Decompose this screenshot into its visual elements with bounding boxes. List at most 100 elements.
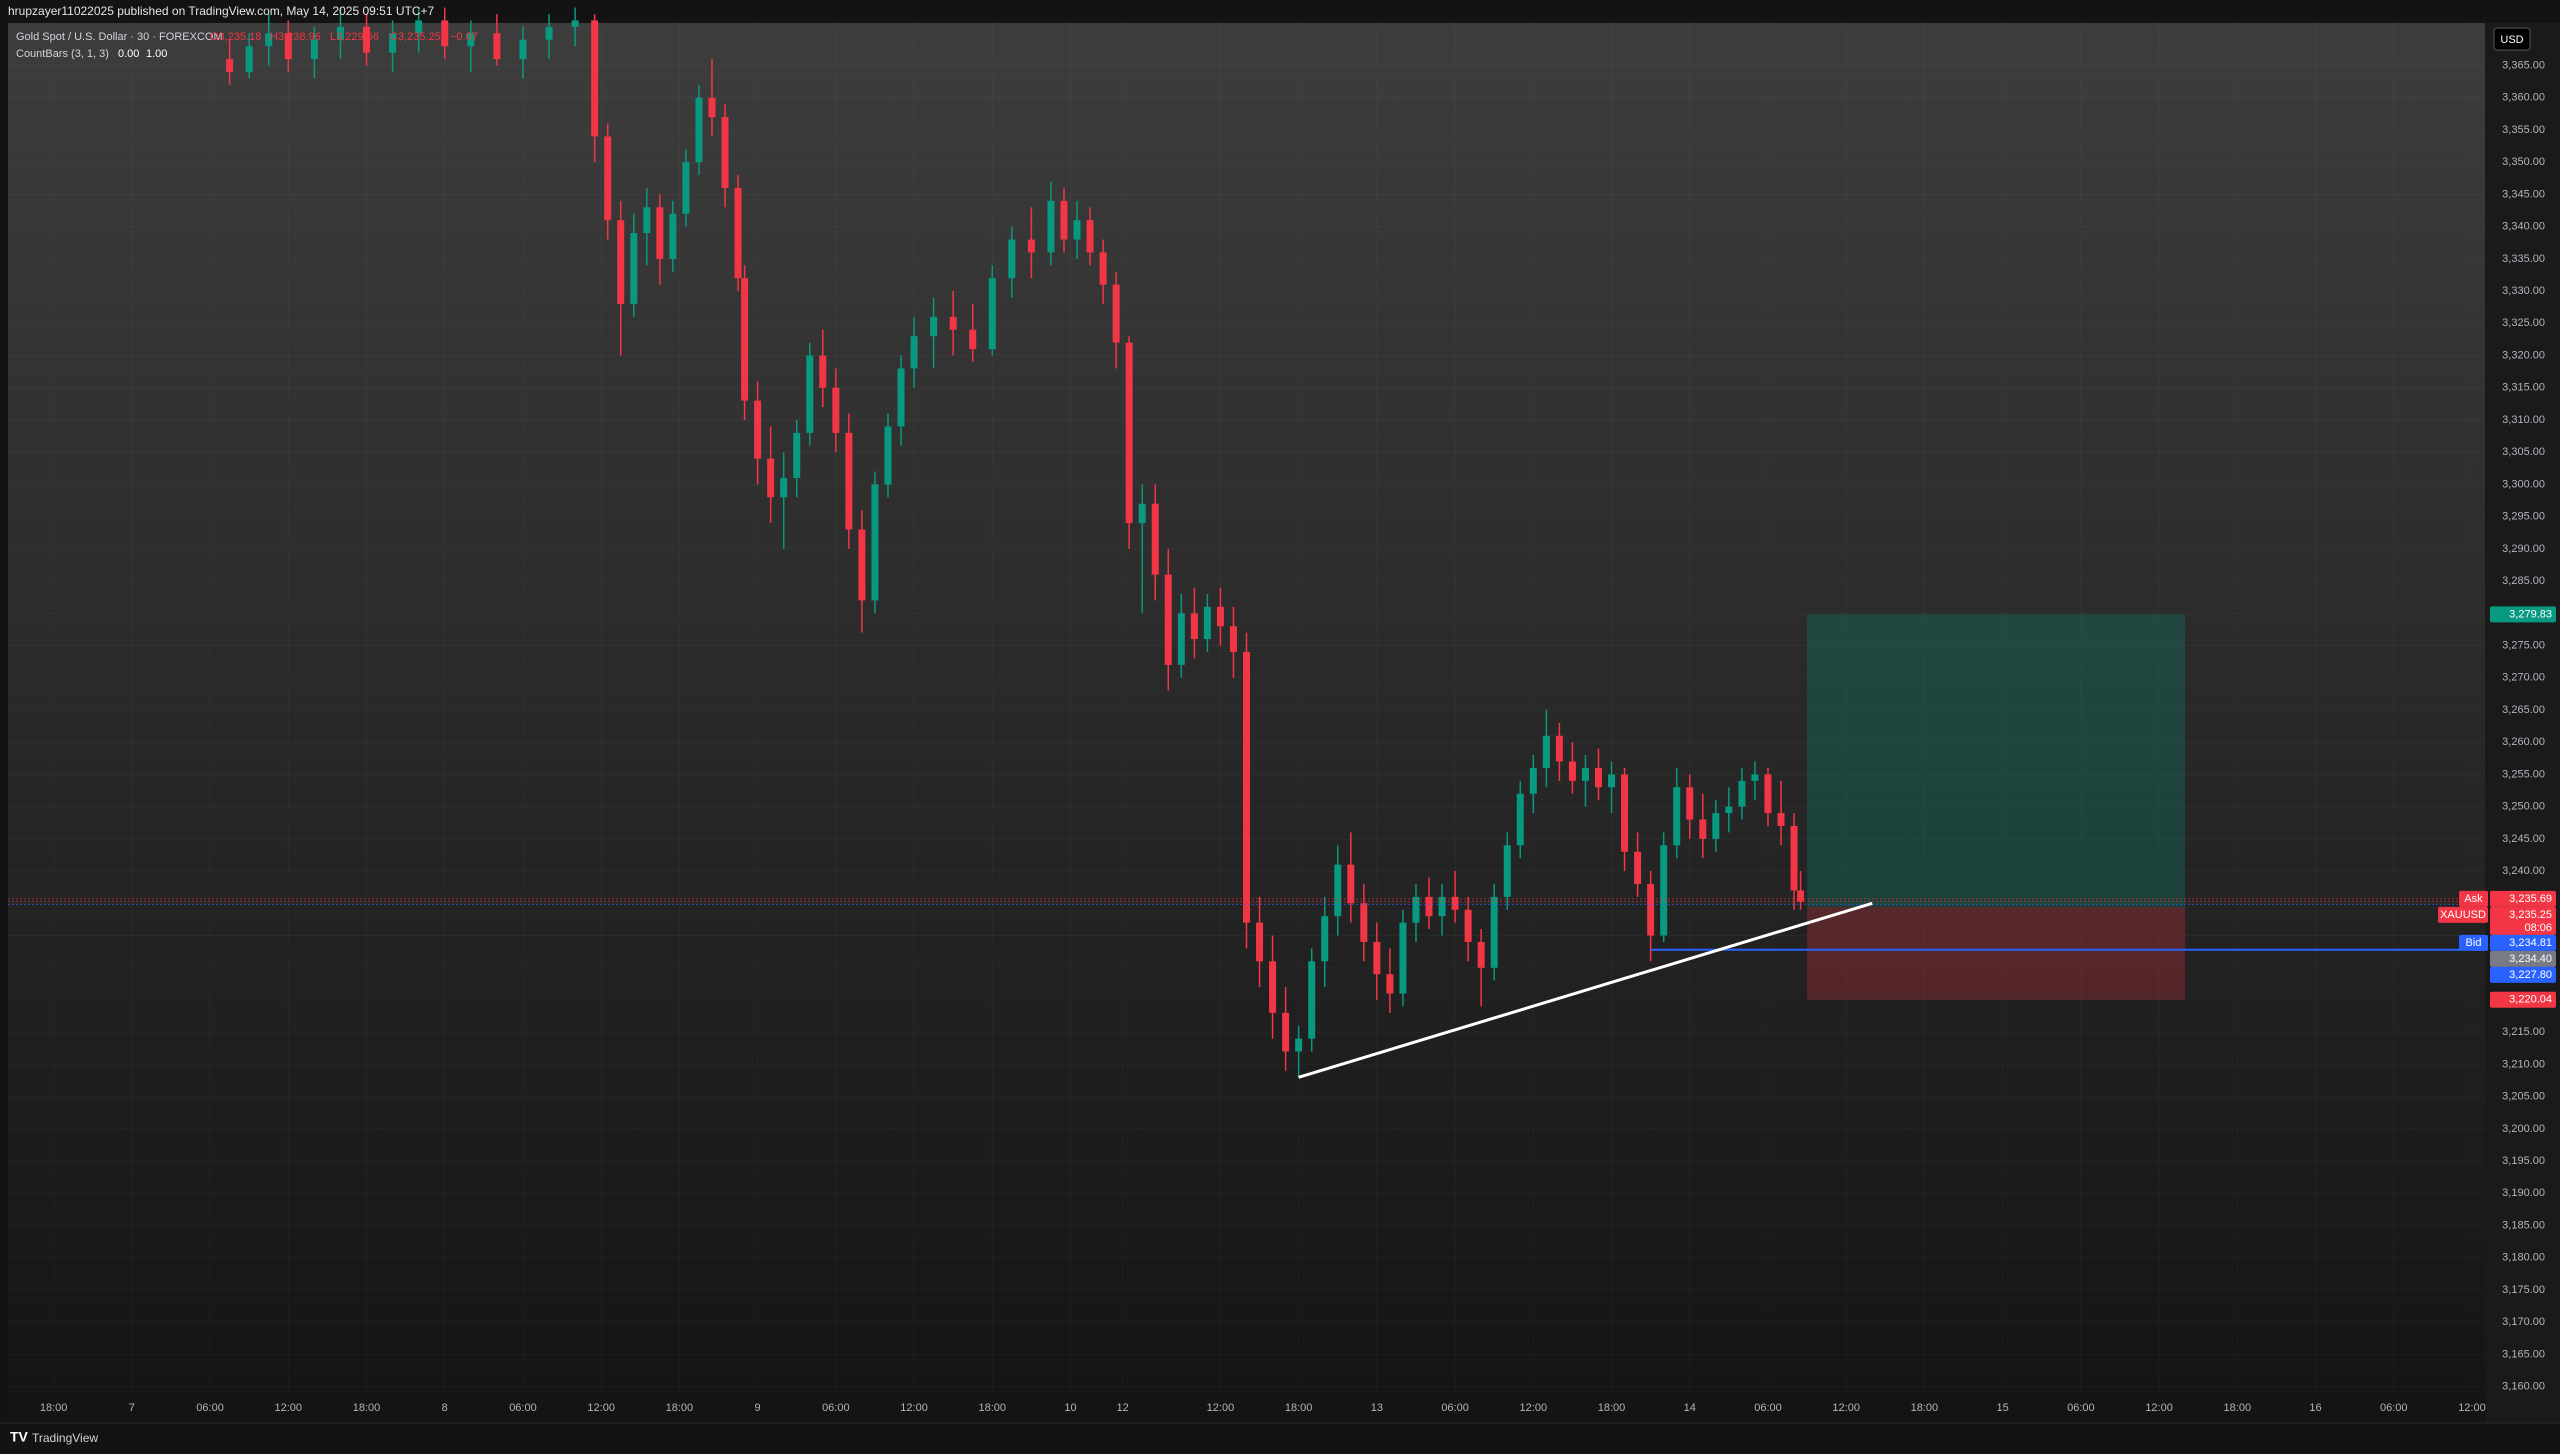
candle-body <box>793 432 801 478</box>
candle-body <box>1438 896 1446 917</box>
price-axis <box>2485 23 2560 1423</box>
candle-body <box>1125 342 1133 524</box>
tag-name-box <box>2459 934 2488 951</box>
candle-body <box>754 400 762 459</box>
y-tick-label: 3,215.00 <box>2502 1026 2545 1038</box>
x-tick-label: 18:00 <box>40 1402 68 1414</box>
symbol-title: Gold Spot / U.S. Dollar · 30 · FOREXCOM <box>16 31 223 43</box>
y-tick-label: 3,335.00 <box>2502 253 2545 265</box>
y-tick-label: 3,305.00 <box>2502 446 2545 458</box>
x-tick-label: 8 <box>442 1402 448 1414</box>
y-tick-label: 3,190.00 <box>2502 1187 2545 1199</box>
y-tick-label: 3,285.00 <box>2502 575 2545 587</box>
indicator: CountBars (3, 1, 3) <box>16 48 109 60</box>
candle-body <box>819 355 827 388</box>
y-tick-label: 3,270.00 <box>2502 672 2545 684</box>
candle-body <box>1112 284 1120 343</box>
x-tick-label: 06:00 <box>2380 1402 2408 1414</box>
x-tick-label: 06:00 <box>2067 1402 2095 1414</box>
position-target-zone <box>1807 614 2186 908</box>
y-tick-label: 3,320.00 <box>2502 349 2545 361</box>
currency[interactable]: USD <box>2500 34 2523 46</box>
candle-body <box>1243 651 1250 923</box>
legend-ohlc: H3,238.96 <box>270 31 321 43</box>
candle-body <box>591 20 599 137</box>
candle-body <box>695 97 703 163</box>
candle-body <box>1673 787 1681 846</box>
candle-body <box>1060 200 1068 240</box>
candle-body <box>656 207 664 259</box>
x-tick-label: 18:00 <box>979 1402 1007 1414</box>
y-tick-label: 3,210.00 <box>2502 1058 2545 1070</box>
y-tick-label: 3,250.00 <box>2502 801 2545 813</box>
y-tick-label: 3,180.00 <box>2502 1252 2545 1264</box>
candle-body <box>1399 922 1407 994</box>
price-tag-label: 3,235.69 <box>2509 893 2552 905</box>
candle-body <box>226 59 234 72</box>
candle-body <box>336 26 344 40</box>
y-tick-label: 3,205.00 <box>2502 1091 2545 1103</box>
currency-button[interactable] <box>2493 27 2531 51</box>
candle-body <box>1412 896 1420 923</box>
candle-body <box>1634 851 1642 884</box>
price-tag-label: 3,235.25 <box>2509 909 2552 921</box>
candle-body <box>630 233 638 304</box>
price-tag <box>2490 934 2556 951</box>
candle-body <box>1190 613 1198 640</box>
legend-ohlc: C3,235.25 <box>390 31 441 43</box>
candle-body <box>1751 774 1759 781</box>
x-tick-label: 18:00 <box>353 1402 381 1414</box>
candle-body <box>1725 806 1733 814</box>
candle-body <box>1086 220 1094 253</box>
candle-body <box>363 26 371 53</box>
candle-body <box>545 26 553 40</box>
candle-body <box>1269 961 1277 1013</box>
price-tag-label: 3,234.40 <box>2509 953 2552 965</box>
price-tag <box>2490 991 2556 1008</box>
price-tag-label: 3,234.81 <box>2509 937 2552 949</box>
y-tick-label: 3,310.00 <box>2502 414 2545 426</box>
y-tick-label: 3,170.00 <box>2502 1316 2545 1328</box>
candle-body <box>1203 606 1211 640</box>
candle-body <box>1347 864 1355 904</box>
candle-body <box>1151 503 1159 575</box>
candle-body <box>1594 767 1602 788</box>
indicator-value: 0.00 <box>118 48 139 60</box>
candle-body <box>1295 1038 1303 1052</box>
candle-body <box>858 529 866 601</box>
x-tick-label: 12:00 <box>2145 1402 2173 1414</box>
y-tick-label: 3,165.00 <box>2502 1348 2545 1360</box>
indicator-value: 1.00 <box>146 48 167 60</box>
candle-body <box>1386 974 1394 994</box>
candle-body <box>1256 922 1264 962</box>
candle-body <box>1477 941 1485 968</box>
candle-body <box>1555 735 1563 762</box>
candle-body <box>1216 606 1224 627</box>
candle-body <box>1008 239 1016 279</box>
candle-body <box>1712 813 1720 839</box>
candle-body <box>1138 503 1146 524</box>
candle-body <box>519 39 527 60</box>
candle-body <box>910 336 918 369</box>
candle-body <box>1490 896 1498 968</box>
price-tag-label: 3,279.83 <box>2509 608 2552 620</box>
candle-body <box>1621 774 1629 852</box>
y-tick-label: 3,315.00 <box>2502 382 2545 394</box>
candle-body <box>1027 239 1035 253</box>
candle-body <box>1797 890 1805 902</box>
y-tick-label: 3,330.00 <box>2502 285 2545 297</box>
tag-name-box <box>2438 906 2488 923</box>
y-tick-label: 3,240.00 <box>2502 865 2545 877</box>
candle-body <box>284 33 292 60</box>
x-tick-label: 06:00 <box>196 1402 224 1414</box>
candle-body <box>682 162 690 214</box>
y-tick-label: 3,295.00 <box>2502 511 2545 523</box>
y-tick-label: 3,340.00 <box>2502 221 2545 233</box>
candle-body <box>1790 825 1798 891</box>
x-tick-label: 12:00 <box>2458 1402 2486 1414</box>
candle-body <box>617 220 625 304</box>
candle-body <box>1516 793 1524 846</box>
candle-body <box>1764 774 1772 814</box>
candle-body <box>1177 613 1185 665</box>
